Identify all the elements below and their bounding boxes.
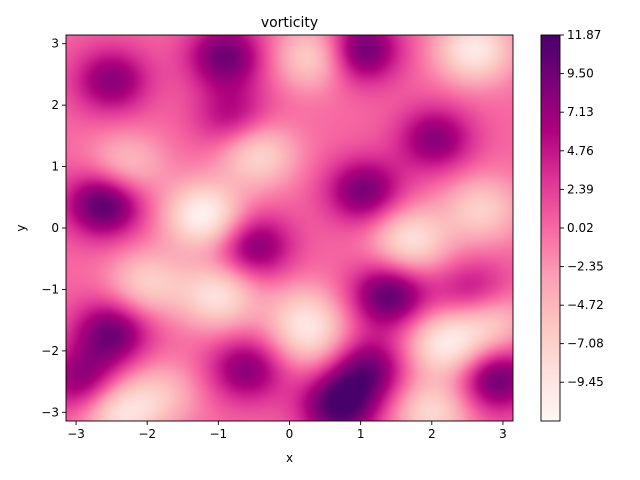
- vorticity-heatmap-image: [66, 35, 513, 421]
- y-tick-label: 1: [51, 160, 59, 174]
- x-tick-label: 3: [499, 427, 507, 441]
- colorbar-tick-label: 2.39: [567, 182, 594, 196]
- heatmap: [66, 35, 513, 421]
- x-tick-label: 2: [428, 427, 436, 441]
- colorbar-tick-label: 7.13: [567, 105, 594, 119]
- colorbar-tick-label: −2.35: [567, 260, 604, 274]
- x-tick-label: 0: [286, 427, 294, 441]
- colorbar-tick-label: −4.72: [567, 298, 604, 312]
- y-tick-label: −1: [41, 282, 59, 296]
- colorbar-tick-label: 9.50: [567, 67, 594, 81]
- y-axis-label: y: [14, 224, 28, 231]
- colorbar-tick-label: 11.87: [567, 28, 601, 42]
- y-tick-label: 0: [51, 221, 59, 235]
- y-tick-label: 2: [51, 98, 59, 112]
- x-tick-label: −3: [67, 427, 85, 441]
- colorbar: 11.87 9.50 7.13 4.76 2.39 0.02 −2.35 −4.72 −7.08…: [540, 28, 604, 422]
- x-tick-label: 1: [357, 427, 365, 441]
- colorbar-tick-label: 4.76: [567, 144, 594, 158]
- colorbar-gradient: [540, 34, 561, 422]
- y-tick-label: −2: [41, 344, 59, 358]
- colorbar-tick-label: −9.45: [567, 375, 604, 389]
- colorbar-ticks: 11.87 9.50 7.13 4.76 2.39 0.02 −2.35 −4.72 −7.08…: [560, 28, 604, 389]
- y-axis-ticks: −3 −2 −1 0 1 2 3: [41, 37, 66, 419]
- chart-title: vorticity: [261, 15, 318, 31]
- x-axis-ticks: −3 −2 −1 0 1 2 3: [67, 421, 507, 441]
- colorbar-tick-label: −7.08: [567, 337, 604, 351]
- colorbar-tick-label: 0.02: [567, 221, 594, 235]
- y-tick-label: 3: [51, 37, 59, 51]
- x-tick-label: −2: [138, 427, 156, 441]
- y-tick-label: −3: [41, 405, 59, 419]
- x-tick-label: −1: [210, 427, 228, 441]
- x-axis-label: x: [286, 451, 293, 465]
